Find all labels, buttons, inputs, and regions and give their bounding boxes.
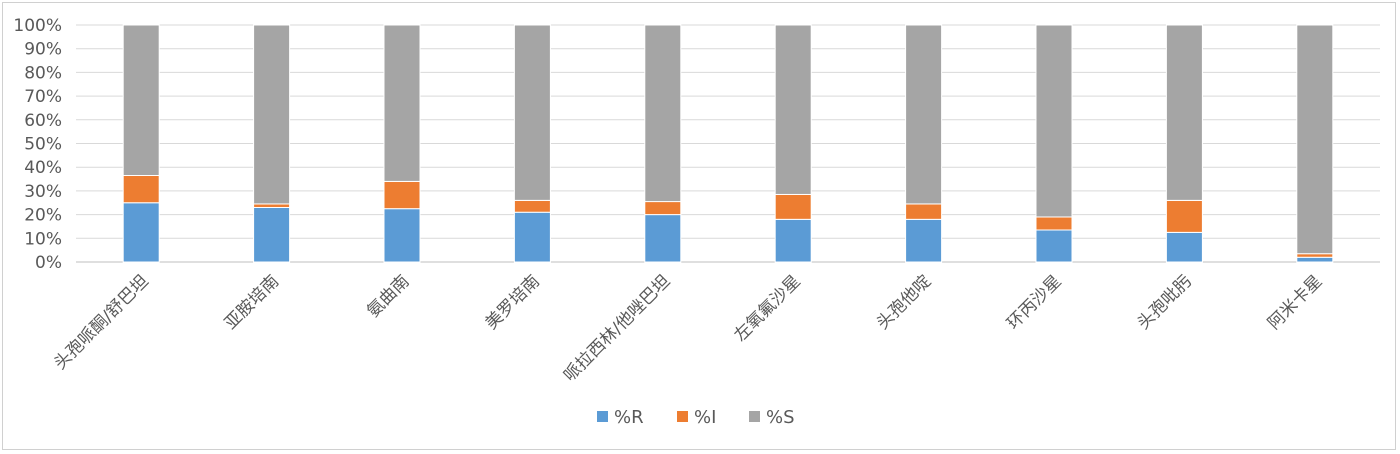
bar-segment-pct-i xyxy=(383,180,421,210)
y-tick-label: 30% xyxy=(24,182,62,202)
bar-segment-pct-i xyxy=(1296,253,1334,258)
x-category-label: 左氧氟沙星 xyxy=(730,271,804,345)
bar-segment-pct-s xyxy=(383,24,421,182)
bar-stack xyxy=(122,24,160,263)
bar-segment-pct-r xyxy=(383,208,421,263)
bar-segment-pct-r xyxy=(644,214,682,263)
y-tick-label: 40% xyxy=(24,158,62,178)
bar-segment-pct-s xyxy=(1165,24,1203,201)
bar-segment-pct-r xyxy=(253,206,291,263)
bar-segment-pct-r xyxy=(1165,231,1203,263)
legend-item: %I xyxy=(677,407,716,428)
bar-stack xyxy=(383,24,421,263)
bar-segment-pct-s xyxy=(513,24,551,201)
bar-segment-pct-r xyxy=(1296,256,1334,263)
bar-segment-pct-r xyxy=(1035,229,1073,263)
y-tick-label: 60% xyxy=(24,111,62,131)
bars xyxy=(122,24,1334,263)
bar-segment-pct-i xyxy=(644,201,682,216)
bar-segment-pct-s xyxy=(644,24,682,203)
bar-segment-pct-s xyxy=(253,24,291,205)
legend-item: %S xyxy=(749,407,795,428)
y-tick-label: 90% xyxy=(24,40,62,60)
bar-segment-pct-r xyxy=(513,211,551,263)
bar-stack xyxy=(905,24,943,263)
bar-segment-pct-i xyxy=(253,203,291,208)
legend-swatch xyxy=(597,411,608,422)
bar-segment-pct-s xyxy=(774,24,812,195)
y-tick-label: 10% xyxy=(24,229,62,249)
x-axis-labels: 头孢哌酮/舒巴坦 亚胺培南 氨曲南 美罗培南 哌拉西林/他唑巴坦 左氧氟沙星 头孢他啶 环丙沙… xyxy=(50,271,1326,385)
bar-stack xyxy=(1296,24,1334,263)
x-category-label: 头孢他啶 xyxy=(873,271,935,333)
x-category-label: 美罗培南 xyxy=(482,271,544,333)
legend-label: %I xyxy=(694,407,716,428)
x-category-label: 氨曲南 xyxy=(363,271,413,321)
bar-segment-pct-i xyxy=(905,203,943,220)
bar-segment-pct-s xyxy=(1035,24,1073,218)
bar-segment-pct-i xyxy=(513,199,551,213)
bar-segment-pct-s xyxy=(905,24,943,205)
bar-stack xyxy=(774,24,812,263)
y-tick-label: 80% xyxy=(24,63,62,83)
y-tick-label: 70% xyxy=(24,87,62,107)
y-tick-label: 0% xyxy=(35,253,62,273)
x-category-label: 阿米卡星 xyxy=(1264,271,1326,333)
bar-stack xyxy=(1165,24,1203,263)
bar-segment-pct-s xyxy=(1296,24,1334,255)
legend: %R %I %S xyxy=(597,407,795,428)
bar-segment-pct-r xyxy=(905,218,943,263)
legend-swatch xyxy=(749,411,760,422)
x-category-label: 亚胺培南 xyxy=(221,271,283,333)
legend-item: %R xyxy=(597,407,644,428)
bar-segment-pct-s xyxy=(122,24,160,176)
bar-stack xyxy=(1035,24,1073,263)
bar-stack xyxy=(513,24,551,263)
bar-stack xyxy=(644,24,682,263)
x-category-label: 头孢哌酮/舒巴坦 xyxy=(50,271,152,373)
bar-segment-pct-i xyxy=(774,193,812,220)
y-tick-label: 50% xyxy=(24,135,62,155)
bar-segment-pct-r xyxy=(774,218,812,263)
legend-label: %S xyxy=(766,407,795,428)
legend-label: %R xyxy=(614,407,644,428)
bar-segment-pct-i xyxy=(1165,199,1203,233)
x-category-label: 哌拉西林/他唑巴坦 xyxy=(560,271,674,385)
y-tick-label: 20% xyxy=(24,206,62,226)
x-category-label: 头孢吡肟 xyxy=(1134,271,1196,333)
bar-stack xyxy=(253,24,291,263)
grid-lines xyxy=(76,24,1380,263)
y-axis-ticks: 0% 10% 20% 30% 40% 50% 60% 70% 80% 90% 100% xyxy=(13,16,62,273)
legend-swatch xyxy=(677,411,688,422)
bar-segment-pct-i xyxy=(1035,216,1073,231)
x-category-label: 环丙沙星 xyxy=(1003,271,1065,333)
bar-segment-pct-r xyxy=(122,202,160,263)
y-tick-label: 100% xyxy=(13,16,62,36)
bar-segment-pct-i xyxy=(122,174,160,204)
